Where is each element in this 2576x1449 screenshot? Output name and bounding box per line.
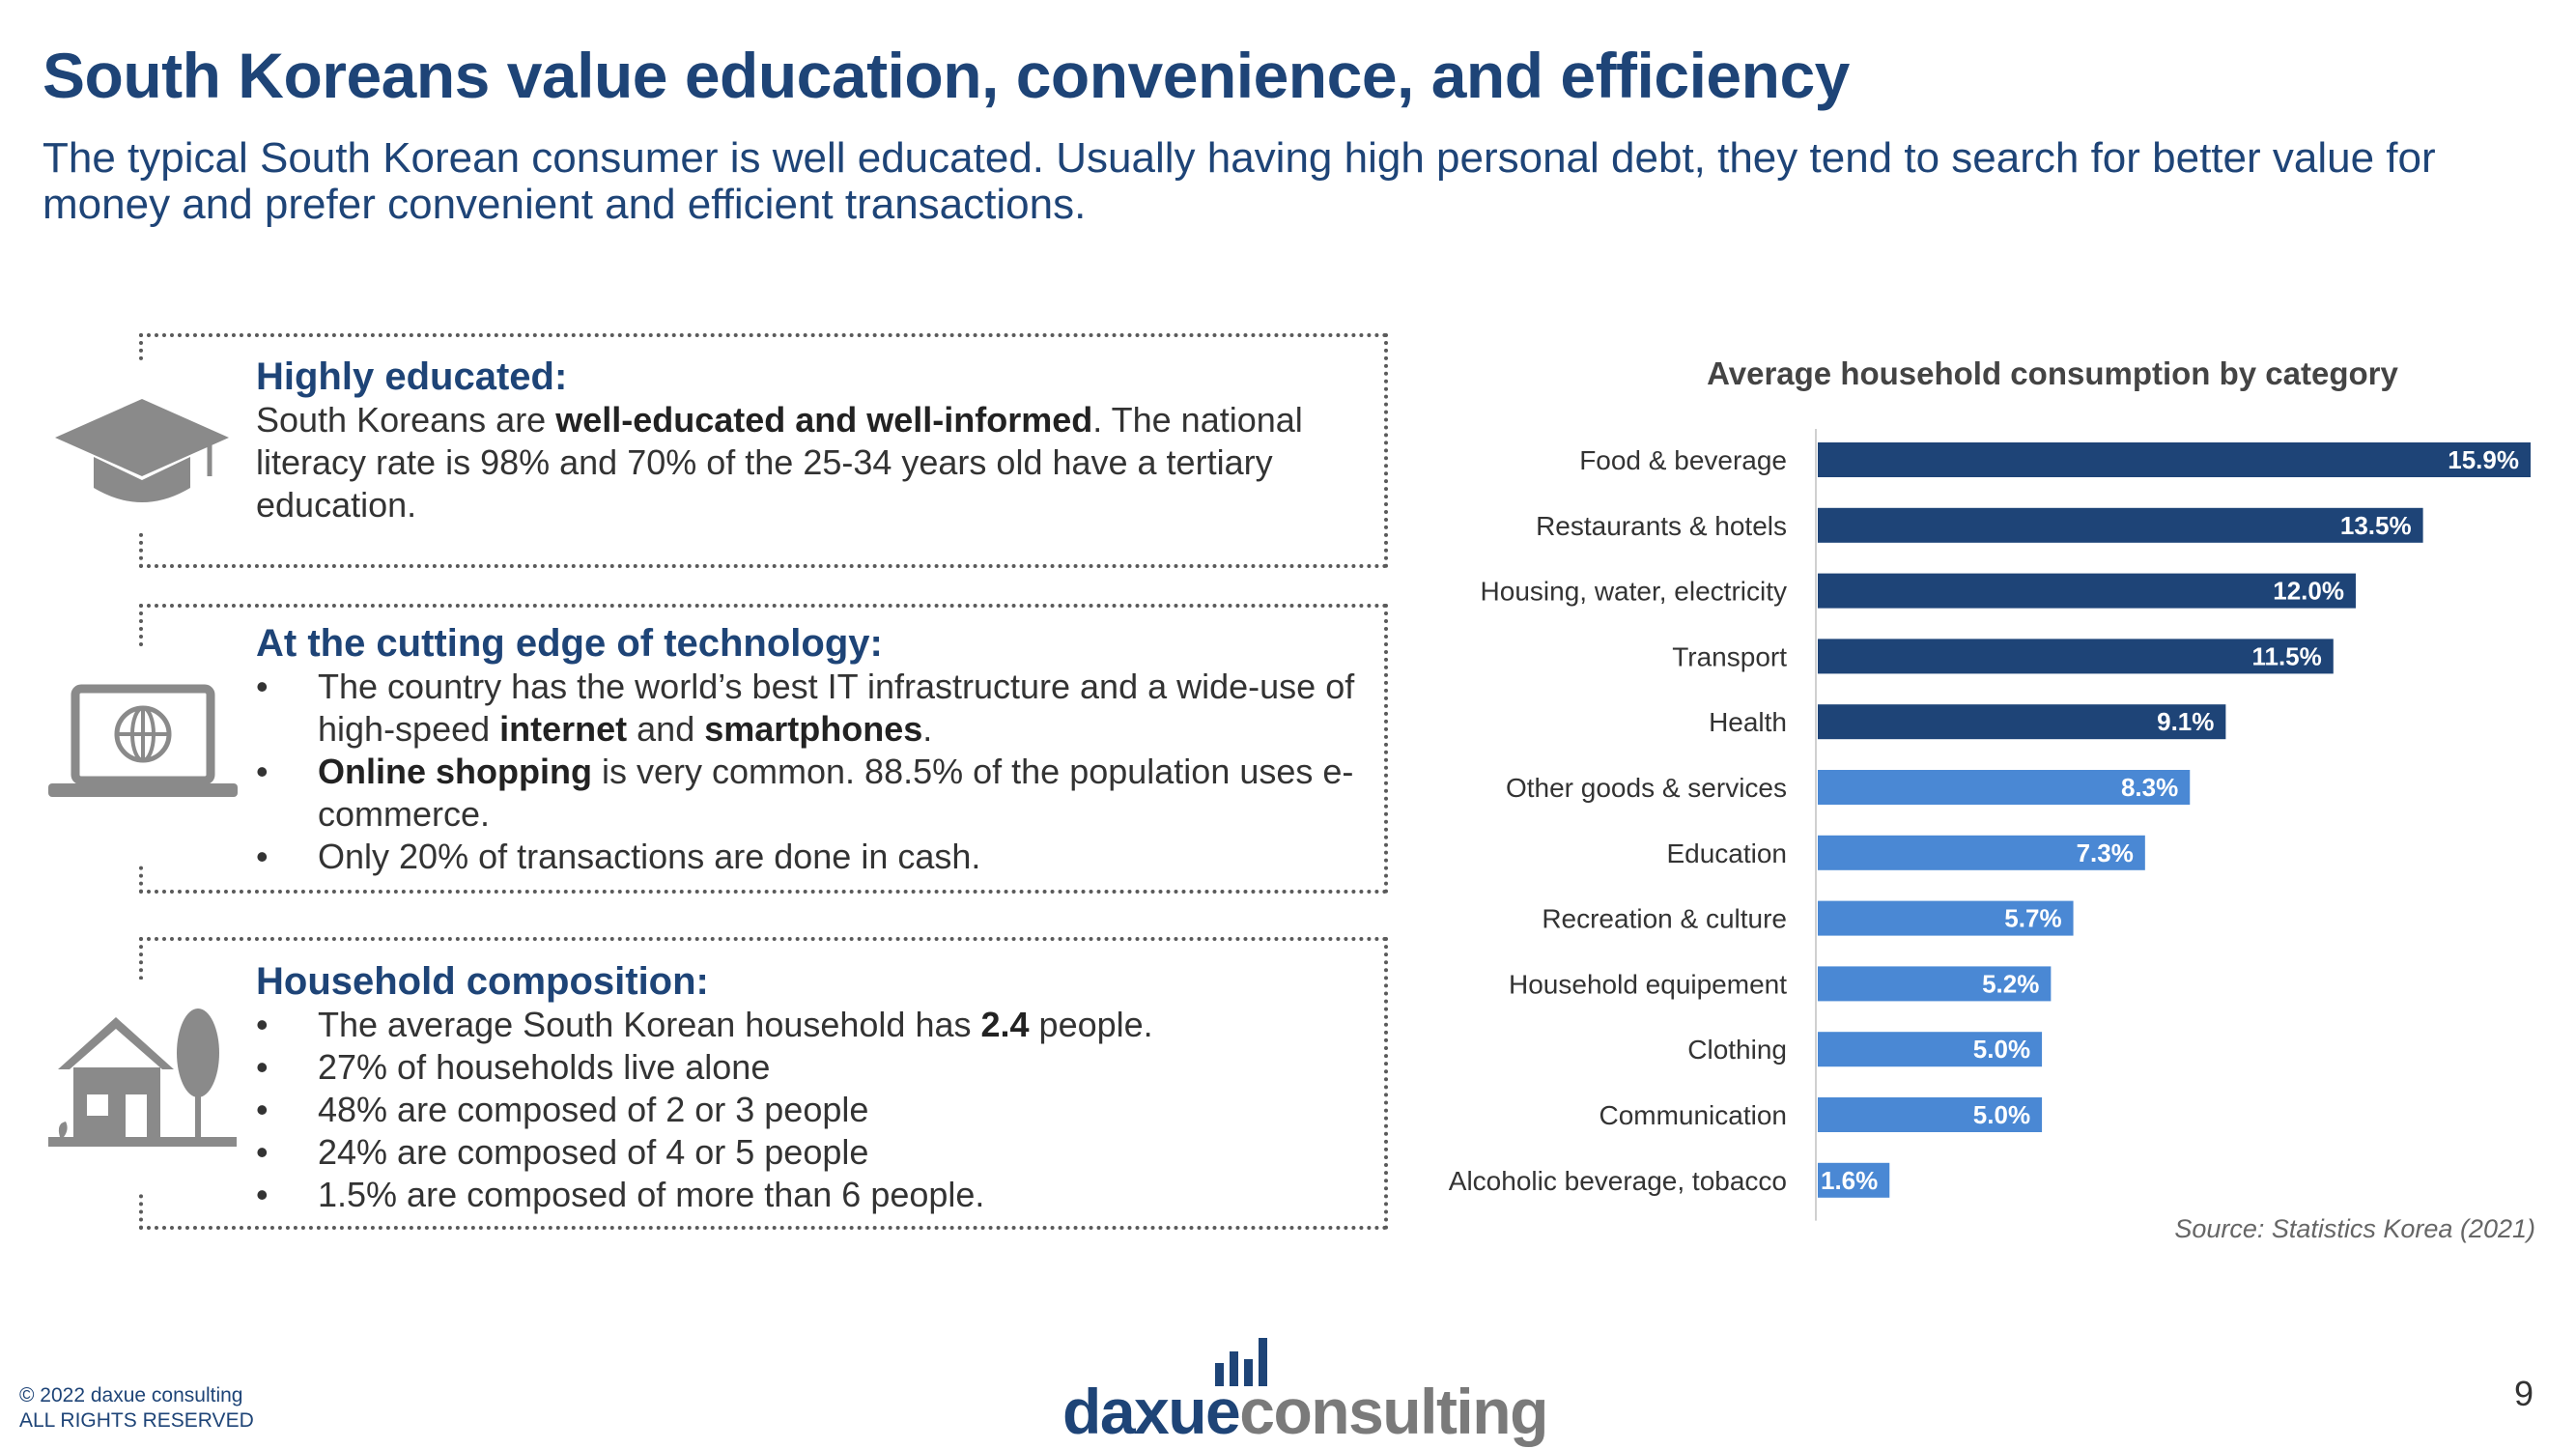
education-text: South Koreans are well-educated and well… xyxy=(256,399,1372,526)
bar xyxy=(1818,507,2423,543)
education-text-rest: . The national literacy rate is 98% and … xyxy=(256,400,1303,525)
company-logo: daxueconsulting xyxy=(1062,1338,1548,1447)
value-label: 11.5% xyxy=(2251,641,2321,670)
value-label: 5.0% xyxy=(1973,1035,2030,1064)
household-content: Household composition: The average South… xyxy=(256,959,1372,1216)
category-label: Clothing xyxy=(1687,1035,1787,1065)
bar xyxy=(1818,900,2074,936)
technology-content: At the cutting edge of technology: The c… xyxy=(256,621,1372,878)
category-label: Transport xyxy=(1672,641,1787,671)
technology-heading: At the cutting edge of technology: xyxy=(256,622,883,665)
household-bullet-1: The average South Korean household has 2… xyxy=(256,1004,1372,1046)
logo-part-1: daxue xyxy=(1062,1376,1241,1447)
bullet-bold: Online shopping xyxy=(318,752,592,791)
value-label: 7.3% xyxy=(2077,838,2134,867)
bullet-bold: internet xyxy=(499,709,628,749)
bar xyxy=(1818,704,2226,740)
bullet-text: is very common. 88.5% of the population … xyxy=(318,752,1354,834)
value-label: 15.9% xyxy=(2448,445,2519,474)
page-number: 9 xyxy=(2513,1374,2534,1413)
value-label: 5.7% xyxy=(2004,904,2061,933)
education-heading: Highly educated: xyxy=(256,355,568,398)
category-label: Restaurants & hotels xyxy=(1536,511,1787,541)
logo-bars-icon xyxy=(1215,1338,1267,1386)
logo-part-2: consulting xyxy=(1239,1376,1548,1447)
bar xyxy=(1818,573,2356,609)
category-label: Communication xyxy=(1599,1100,1787,1130)
bullet-bold: smartphones xyxy=(704,709,923,749)
bullet-text: and xyxy=(627,709,705,749)
category-label: Education xyxy=(1666,838,1787,868)
value-label: 13.5% xyxy=(2340,511,2412,540)
value-label: 1.6% xyxy=(1821,1166,1878,1195)
bullet-text: The country has the world’s best IT infr… xyxy=(318,667,1355,749)
technology-bullet-1: The country has the world’s best IT infr… xyxy=(256,666,1372,751)
education-text-bold: well-educated and well-informed xyxy=(555,400,1093,440)
household-heading: Household composition: xyxy=(256,960,709,1003)
category-label: Recreation & culture xyxy=(1542,904,1787,934)
graduation-cap-icon xyxy=(55,399,229,502)
household-bullets: The average South Korean household has 2… xyxy=(256,1004,1372,1216)
technology-bullet-3: Only 20% of transactions are done in cas… xyxy=(256,836,1372,878)
bar xyxy=(1818,1097,2043,1132)
technology-bullets: The country has the world’s best IT infr… xyxy=(256,666,1372,878)
education-content: Highly educated: South Koreans are well-… xyxy=(256,355,1372,526)
page-title: South Koreans value education, convenien… xyxy=(42,40,1850,111)
copyright-line-2: ALL RIGHTS RESERVED xyxy=(19,1409,254,1432)
page-subtitle: The typical South Korean consumer is wel… xyxy=(42,134,2436,228)
house-tree-icon xyxy=(48,1009,237,1147)
bar xyxy=(1818,639,2334,674)
category-label: Housing, water, electricity xyxy=(1481,577,1787,607)
category-label: Household equipement xyxy=(1509,969,1787,999)
bar xyxy=(1818,1162,1890,1198)
bar xyxy=(1818,1032,2043,1067)
copyright-line-1: © 2022 daxue consulting xyxy=(19,1384,243,1406)
laptop-globe-icon xyxy=(48,684,238,797)
value-label: 12.0% xyxy=(2273,577,2344,606)
household-bullet-3: 48% are composed of 2 or 3 people xyxy=(256,1089,1372,1131)
bullet-text: . xyxy=(922,709,933,749)
education-text-intro: South Koreans are xyxy=(256,400,556,440)
value-label: 5.2% xyxy=(1982,969,2039,998)
category-label: Food & beverage xyxy=(1579,445,1787,475)
category-label: Other goods & services xyxy=(1506,773,1787,803)
household-bullet-2: 27% of households live alone xyxy=(256,1046,1372,1089)
value-label: 9.1% xyxy=(2157,707,2214,736)
bar xyxy=(1818,835,2145,870)
chart-title: Average household consumption by categor… xyxy=(1707,355,2398,391)
value-label: 5.0% xyxy=(1973,1100,2030,1129)
value-label: 8.3% xyxy=(2121,773,2178,802)
source-note: Source: Statistics Korea (2021) xyxy=(2174,1214,2535,1243)
household-bullet-4: 24% are composed of 4 or 5 people xyxy=(256,1131,1372,1174)
bullet-text: The average South Korean household has xyxy=(318,1005,981,1044)
bar xyxy=(1818,966,2052,1002)
category-label: Alcoholic beverage, tobacco xyxy=(1449,1166,1787,1196)
bullet-bold: 2.4 xyxy=(980,1005,1030,1044)
copyright: © 2022 daxue consulting ALL RIGHTS RESER… xyxy=(19,1383,254,1434)
bar xyxy=(1818,770,2191,805)
bar xyxy=(1818,442,2531,477)
technology-bullet-2: Online shopping is very common. 88.5% of… xyxy=(256,751,1372,836)
education-box xyxy=(137,333,1388,568)
bullet-text: people. xyxy=(1029,1005,1153,1044)
household-bullet-5: 1.5% are composed of more than 6 people. xyxy=(256,1174,1372,1216)
logo-text: daxueconsulting xyxy=(1062,1375,1548,1448)
consumption-bar-chart: Food & beverage 15.9% Restaurants & hotels… xyxy=(1449,429,2531,1221)
category-label: Health xyxy=(1709,707,1787,737)
